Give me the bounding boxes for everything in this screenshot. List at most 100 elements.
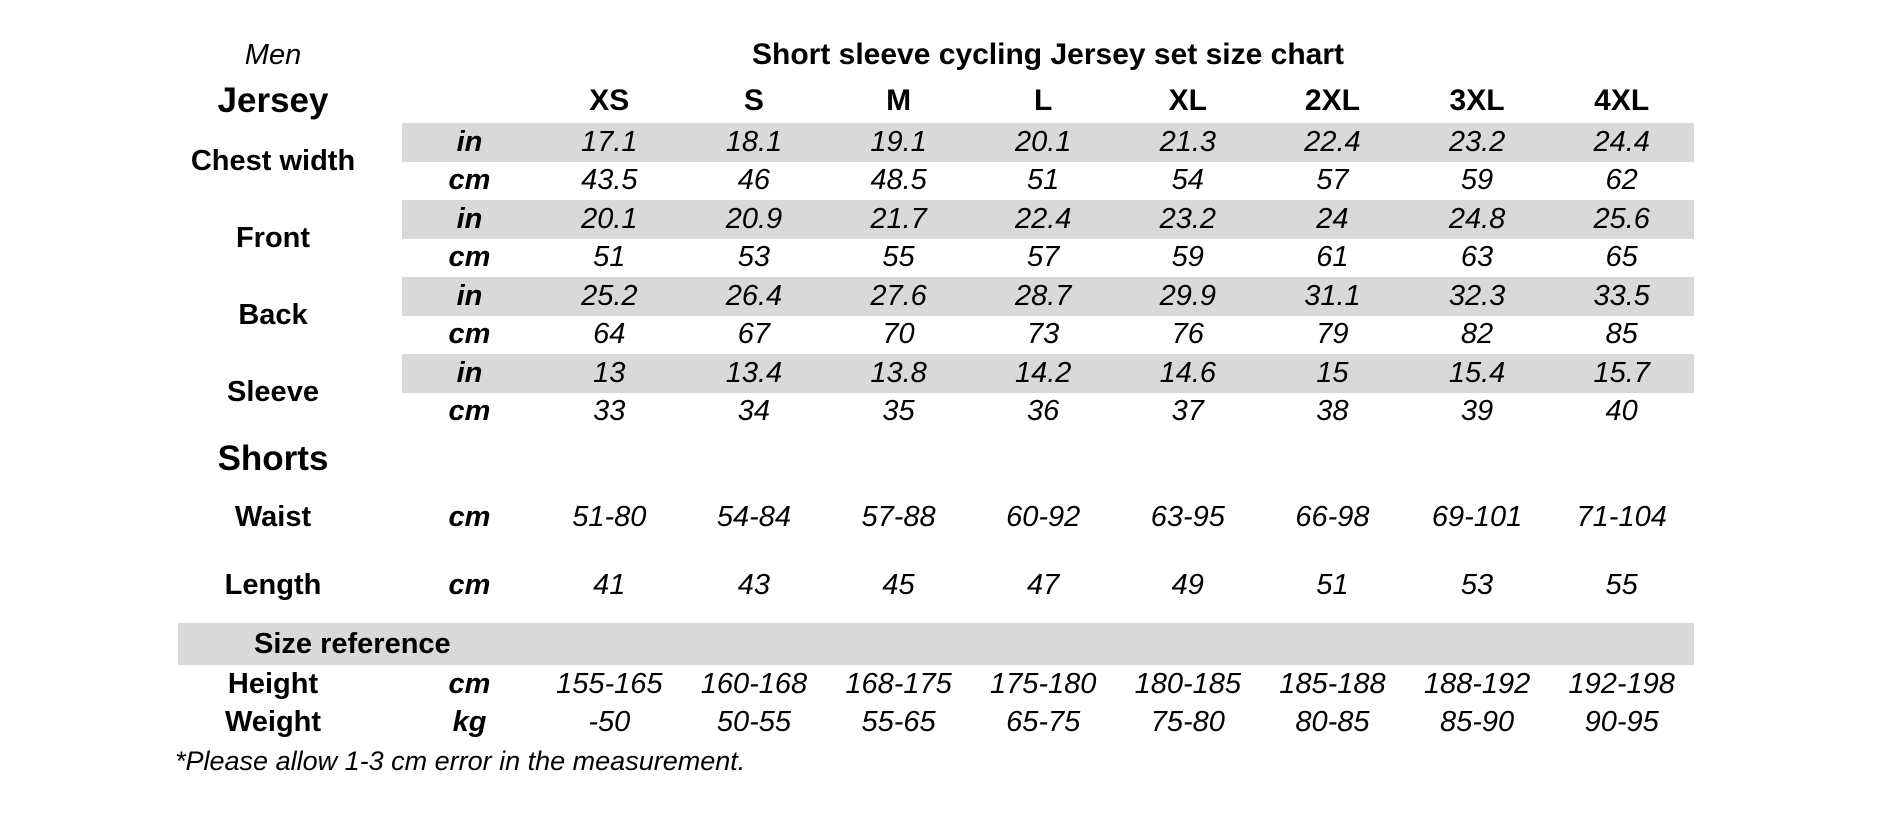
size-header-2xl: 2XL	[1304, 83, 1360, 117]
value-cell: 37	[1171, 395, 1204, 428]
value-cell: 28.7	[1014, 279, 1072, 312]
value-cell: 38	[1316, 395, 1349, 428]
size-header-l: L	[1034, 83, 1053, 117]
shorts-section-heading: Shorts	[217, 439, 329, 478]
value-cell: 55-65	[861, 705, 936, 738]
value-cell: 22.4	[1304, 125, 1361, 158]
value-cell: 20.1	[581, 202, 638, 235]
value-cell: 50-55	[716, 705, 792, 738]
value-cell: 90-95	[1584, 705, 1659, 738]
value-cell: 33	[593, 395, 626, 428]
measurement-label: Back	[238, 299, 308, 331]
unit-label: cm	[448, 318, 491, 351]
value-cell: 64	[593, 318, 626, 351]
footnote-row: *Please allow 1-3 cm error in the measur…	[144, 741, 1694, 781]
unit-label: cm	[448, 241, 491, 274]
value-cell: 18.1	[725, 125, 783, 158]
value-cell: 33.5	[1593, 279, 1650, 312]
value-cell: 55	[882, 241, 915, 274]
value-cell: 185-188	[1279, 667, 1386, 700]
value-cell: 65	[1605, 241, 1638, 274]
value-cell: 29.9	[1159, 279, 1217, 312]
value-cell: 24.8	[1448, 202, 1506, 235]
value-cell: 27.6	[870, 279, 927, 312]
measurement-row-cm: cm 33 34 35 36 37 38 39 40	[402, 393, 1694, 432]
size-header-xs: XS	[589, 83, 630, 117]
value-cell: 19.1	[870, 125, 927, 158]
measurement-group-chest-width: Chest width in 17.1 18.1 19.1 20.1 21.3 …	[144, 123, 1694, 200]
measurement-label: Height	[227, 667, 319, 700]
gender-label: Men	[244, 38, 302, 71]
unit-label: cm	[448, 568, 491, 601]
value-cell: 70	[882, 318, 915, 351]
shorts-heading-row: Shorts	[144, 431, 1694, 487]
measurement-group-front: Front in 20.1 20.9 21.7 22.4 23.2 24 24.…	[144, 200, 1694, 277]
value-cell: 61	[1316, 241, 1349, 274]
value-cell: 21.7	[870, 202, 927, 235]
measurement-label: Waist	[234, 500, 312, 533]
value-cell: 45	[882, 568, 915, 601]
unit-label: in	[456, 279, 483, 312]
value-cell: 168-175	[845, 667, 952, 700]
size-reference-heading-row: Size reference	[144, 623, 1694, 665]
shorts-row-waist: Waist cm 51-80 54-84 57-88 60-92 63-95 6…	[144, 487, 1694, 547]
value-cell: 53	[1460, 568, 1494, 601]
unit-label: cm	[448, 395, 491, 428]
value-cell: 79	[1316, 318, 1349, 351]
value-cell: 31.1	[1304, 279, 1361, 312]
value-cell: 59	[1460, 164, 1494, 197]
measurement-row-in: in 20.1 20.9 21.7 22.4 23.2 24 24.8 25.6	[402, 200, 1694, 239]
value-cell: 160-168	[700, 667, 808, 700]
measurement-row-in: in 13 13.4 13.8 14.2 14.6 15 15.4 15.7	[402, 354, 1694, 393]
value-cell: 55	[1605, 568, 1638, 601]
value-cell: 25.6	[1593, 202, 1650, 235]
value-cell: 14.6	[1159, 356, 1217, 389]
measurement-label: Sleeve	[227, 376, 319, 408]
value-cell: 13	[593, 356, 626, 389]
measurement-label: Front	[235, 222, 311, 254]
value-cell: 23.2	[1159, 202, 1217, 235]
value-cell: 22.4	[1014, 202, 1072, 235]
value-cell: 26.4	[725, 279, 783, 312]
value-cell: 53	[737, 241, 771, 274]
unit-label: in	[456, 125, 483, 158]
unit-label: kg	[452, 705, 487, 738]
value-cell: 85	[1605, 318, 1638, 351]
value-cell: 85-90	[1439, 705, 1515, 738]
value-cell: 67	[737, 318, 771, 351]
unit-label: in	[456, 356, 483, 389]
value-cell: 21.3	[1159, 125, 1217, 158]
value-cell: 60-92	[1006, 500, 1081, 533]
value-cell: 51	[1316, 568, 1349, 601]
value-cell: 15	[1316, 356, 1349, 389]
value-cell: -50	[588, 705, 631, 738]
measurement-group-sleeve: Sleeve in 13 13.4 13.8 14.2 14.6 15 15.4…	[144, 354, 1694, 431]
value-cell: 15.7	[1593, 356, 1650, 389]
value-cell: 76	[1171, 318, 1204, 351]
value-cell: 43.5	[581, 164, 638, 197]
size-reference-heading: Size reference	[178, 623, 1694, 665]
measurement-row-cm: cm 51 53 55 57 59 61 63 65	[402, 239, 1694, 278]
unit-label: cm	[448, 500, 491, 533]
value-cell: 34	[737, 395, 771, 428]
size-header-s: S	[743, 83, 764, 117]
size-header-4xl: 4XL	[1594, 83, 1650, 117]
value-cell: 36	[1027, 395, 1060, 428]
value-cell: 54	[1171, 164, 1204, 197]
size-header-3xl: 3XL	[1449, 83, 1505, 117]
size-header-row: Jersey XS S M L XL 2XL 3XL 4XL	[144, 78, 1694, 123]
value-cell: 51	[1027, 164, 1060, 197]
measurement-row-cm: cm 64 67 70 73 76 79 82 85	[402, 316, 1694, 355]
value-cell: 48.5	[870, 164, 927, 197]
value-cell: 15.4	[1448, 356, 1506, 389]
value-cell: 63-95	[1150, 500, 1225, 533]
measurement-rows: in 13 13.4 13.8 14.2 14.6 15 15.4 15.7 c…	[402, 354, 1694, 431]
value-cell: 57	[1316, 164, 1349, 197]
value-cell: 43	[737, 568, 771, 601]
unit-label: in	[456, 202, 483, 235]
size-header-xl: XL	[1168, 83, 1207, 117]
value-cell: 17.1	[581, 125, 638, 158]
value-cell: 14.2	[1014, 356, 1072, 389]
value-cell: 23.2	[1448, 125, 1506, 158]
